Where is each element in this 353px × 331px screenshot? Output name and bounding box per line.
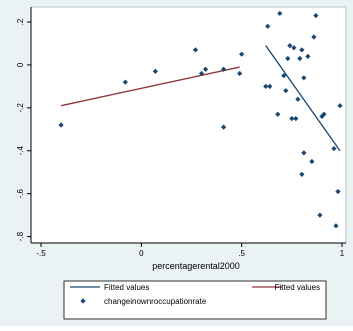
- data-point: [317, 212, 323, 218]
- data-point: [267, 83, 273, 89]
- data-point: [152, 68, 158, 74]
- legend-label: Fitted values: [275, 283, 320, 292]
- x-tick-label: .5: [238, 249, 245, 258]
- data-point: [331, 146, 337, 152]
- data-point: [265, 23, 271, 29]
- data-point: [287, 43, 293, 49]
- data-point: [289, 115, 295, 122]
- data-point: [58, 122, 64, 128]
- data-point: [305, 53, 311, 59]
- x-tick-label: -.5: [36, 249, 46, 258]
- data-point: [297, 55, 303, 62]
- data-point: [335, 188, 341, 195]
- data-point: [311, 34, 317, 40]
- data-point: [313, 12, 319, 19]
- legend: Fitted values Fitted values changeinownroc…: [63, 280, 327, 320]
- data-point: [239, 51, 245, 57]
- y-tick-label: -.2: [16, 103, 25, 113]
- legend-label: Fitted values: [104, 283, 149, 292]
- data-point: [291, 45, 297, 51]
- data-point: [309, 158, 315, 165]
- legend-marker-swatch: [80, 298, 86, 304]
- data-point: [285, 55, 291, 62]
- data-point: [275, 111, 281, 117]
- data-point: [221, 124, 227, 130]
- data-point: [237, 70, 243, 77]
- data-point: [321, 111, 327, 117]
- legend-box: [63, 280, 327, 320]
- fitted-line-right: [265, 45, 341, 152]
- x-axis: -.5 0 .5 1: [31, 242, 346, 258]
- fit-lines: [60, 45, 341, 152]
- data-point: [283, 88, 289, 94]
- data-point: [333, 223, 339, 229]
- data-point: [319, 113, 325, 120]
- data-point: [281, 73, 287, 79]
- y-tick-label: -.6: [16, 188, 25, 198]
- data-point: [295, 96, 301, 102]
- x-tick-label: 1: [340, 249, 345, 258]
- data-point: [277, 10, 283, 17]
- plot-area: [30, 6, 347, 244]
- data-point: [192, 47, 199, 53]
- y-tick-label: -.8: [16, 231, 25, 241]
- data-point: [263, 83, 269, 89]
- y-tick-label: -.4: [16, 146, 25, 156]
- data-point: [221, 66, 227, 72]
- y-tick-label: .2: [16, 18, 25, 25]
- data-point: [293, 115, 299, 122]
- data-point: [299, 171, 305, 177]
- y-tick-label: 0: [16, 62, 25, 67]
- data-point: [299, 47, 305, 53]
- data-point: [122, 79, 128, 85]
- data-point: [198, 70, 205, 77]
- x-tick-label: 0: [139, 249, 144, 258]
- x-axis-label: percentagerental2000: [152, 261, 240, 271]
- data-point: [202, 66, 209, 72]
- legend-label: changeinownroccupationrate: [104, 297, 207, 306]
- data-point: [301, 150, 307, 156]
- y-axis: -.8 -.6 -.4 -.2 0 .2: [16, 7, 32, 243]
- data-point: [301, 75, 307, 81]
- data-points: [58, 10, 343, 229]
- data-point: [337, 103, 343, 109]
- fitted-line-left: [60, 66, 240, 107]
